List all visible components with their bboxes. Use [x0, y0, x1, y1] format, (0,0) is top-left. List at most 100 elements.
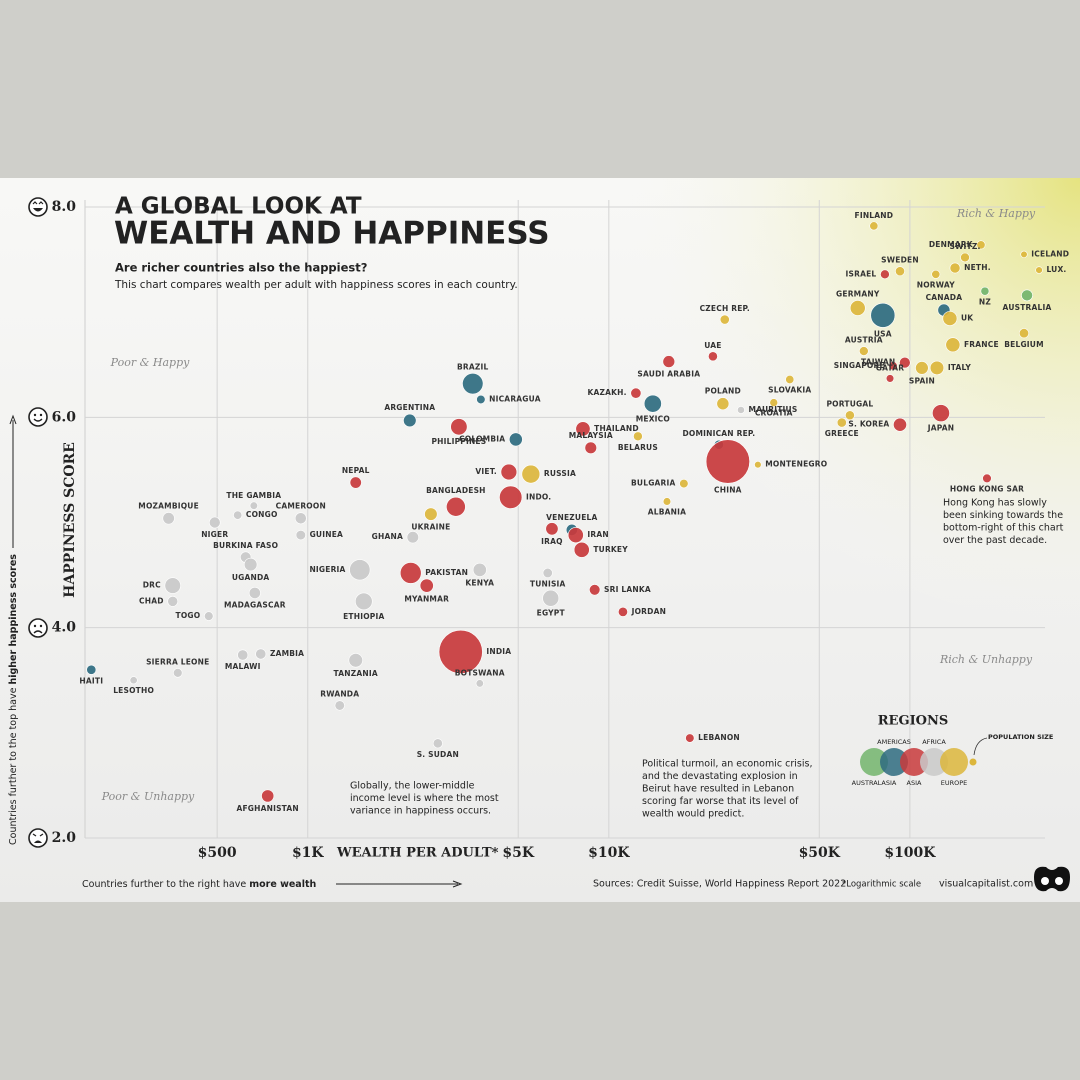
bubble — [204, 611, 214, 621]
bubble — [476, 394, 486, 405]
country-label: FRANCE — [964, 340, 999, 349]
country-label: JAPAN — [927, 424, 955, 433]
bubble — [880, 269, 890, 280]
y-note-arrowhead — [9, 414, 17, 425]
country-label: CONGO — [246, 510, 278, 519]
bubble — [643, 394, 662, 413]
country-label: IRAQ — [541, 537, 563, 546]
country-label: UKRAINE — [411, 522, 450, 531]
legend-swatch — [880, 748, 908, 776]
country-label: INDO. — [526, 492, 551, 501]
bubble — [472, 562, 487, 577]
bubble — [432, 738, 443, 749]
bubble — [208, 516, 221, 529]
country-label: CHINA — [714, 485, 742, 494]
bubble — [243, 557, 258, 572]
bubble — [294, 512, 307, 525]
bubble — [545, 522, 559, 536]
legend-label: AFRICA — [922, 738, 946, 746]
bubble — [542, 567, 553, 579]
country-label: NIGERIA — [309, 565, 345, 574]
country-label: GATAR — [876, 364, 905, 373]
country-label: RWANDA — [320, 690, 359, 699]
x-tick-label: $5K — [502, 845, 534, 861]
bubble — [334, 700, 345, 711]
title-line-1: A GLOBAL LOOK AT — [115, 194, 362, 220]
y-note-text: Countries further to the top have — [8, 687, 19, 845]
y-note-bold: higher happiness scores — [8, 554, 19, 685]
bubble — [475, 679, 484, 688]
subtitle: Are richer countries also the happiest? — [115, 261, 367, 275]
bubble — [575, 421, 591, 437]
country-label: UK — [961, 313, 974, 322]
card-glow — [0, 178, 1080, 902]
quadrant-label: Poor & Happy — [110, 356, 190, 369]
bubble — [932, 404, 950, 423]
y-tick-label: 8.0 — [52, 199, 77, 215]
country-label: ALBANIA — [648, 507, 686, 516]
country-label: MYANMAR — [404, 594, 449, 603]
country-label: VENEZUELA — [546, 513, 597, 522]
bubble — [86, 664, 97, 675]
y-tick-label: 4.0 — [52, 620, 77, 636]
bubble — [542, 589, 560, 607]
country-label: BOTSWANA — [455, 669, 505, 678]
scale-note: *Logarithmic scale — [842, 880, 921, 890]
bubble — [508, 432, 523, 447]
bubble — [869, 221, 879, 231]
country-label: S. KOREA — [848, 420, 889, 429]
bubble — [960, 252, 970, 263]
country-label: CHAD — [139, 596, 164, 605]
x-tick-label: $500 — [198, 845, 237, 861]
bubble — [355, 592, 373, 611]
bubble — [915, 361, 929, 375]
country-label: ETHIOPIA — [343, 612, 384, 621]
bubble — [499, 485, 523, 509]
face-smile — [28, 407, 48, 427]
bubble — [1020, 250, 1028, 258]
country-label: PAKISTAN — [425, 568, 468, 577]
bubble — [976, 240, 986, 250]
bubble — [248, 587, 261, 599]
x-axis-title: WEALTH PER ADULT* — [336, 846, 499, 861]
bubble — [885, 374, 895, 383]
country-label: SINGAPORE — [834, 361, 885, 370]
bubble — [249, 501, 258, 510]
bubble — [754, 460, 762, 469]
x-note-arrowhead — [452, 880, 463, 888]
bubble — [769, 398, 779, 407]
annotation: variance in happiness occurs. — [350, 806, 491, 817]
country-label: NICARAGUA — [489, 394, 541, 403]
logo — [1034, 866, 1070, 892]
bubble — [662, 497, 672, 506]
country-label: MALAWI — [225, 662, 261, 671]
bubble — [500, 463, 518, 481]
bubble — [255, 648, 267, 660]
country-label: PORTUGAL — [826, 400, 873, 409]
bubble — [982, 473, 992, 483]
point-labels: NZ AUSTRALIA HAITI BRAZIL NICARAGUA ARGENTINA… — [79, 211, 1069, 813]
bubble — [845, 410, 855, 421]
bubble — [567, 527, 584, 544]
bubble — [462, 373, 484, 395]
x-tick-label: $100K — [884, 845, 936, 861]
country-label: LEBANON — [698, 733, 740, 742]
country-label: NEPAL — [342, 466, 370, 475]
legend-size-arrow — [973, 737, 988, 756]
bubble — [895, 266, 905, 277]
country-label: SLOVAKIA — [768, 386, 811, 395]
country-label: ISRAEL — [846, 269, 877, 278]
bubble — [406, 531, 419, 544]
bubble — [129, 676, 138, 685]
legend-swatch — [940, 748, 968, 776]
bubble — [836, 417, 847, 428]
country-label: CROATIA — [755, 409, 793, 418]
country-label: KAZAKH. — [588, 388, 627, 397]
y-axis-title: HAPPINESS SCORE — [62, 442, 78, 598]
country-label: THE GAMBIA — [226, 491, 281, 500]
country-label: CAMEROON — [276, 502, 326, 511]
country-label: GERMANY — [836, 289, 880, 298]
bubble — [399, 562, 422, 584]
bubble — [685, 733, 695, 743]
bubble — [893, 417, 907, 432]
